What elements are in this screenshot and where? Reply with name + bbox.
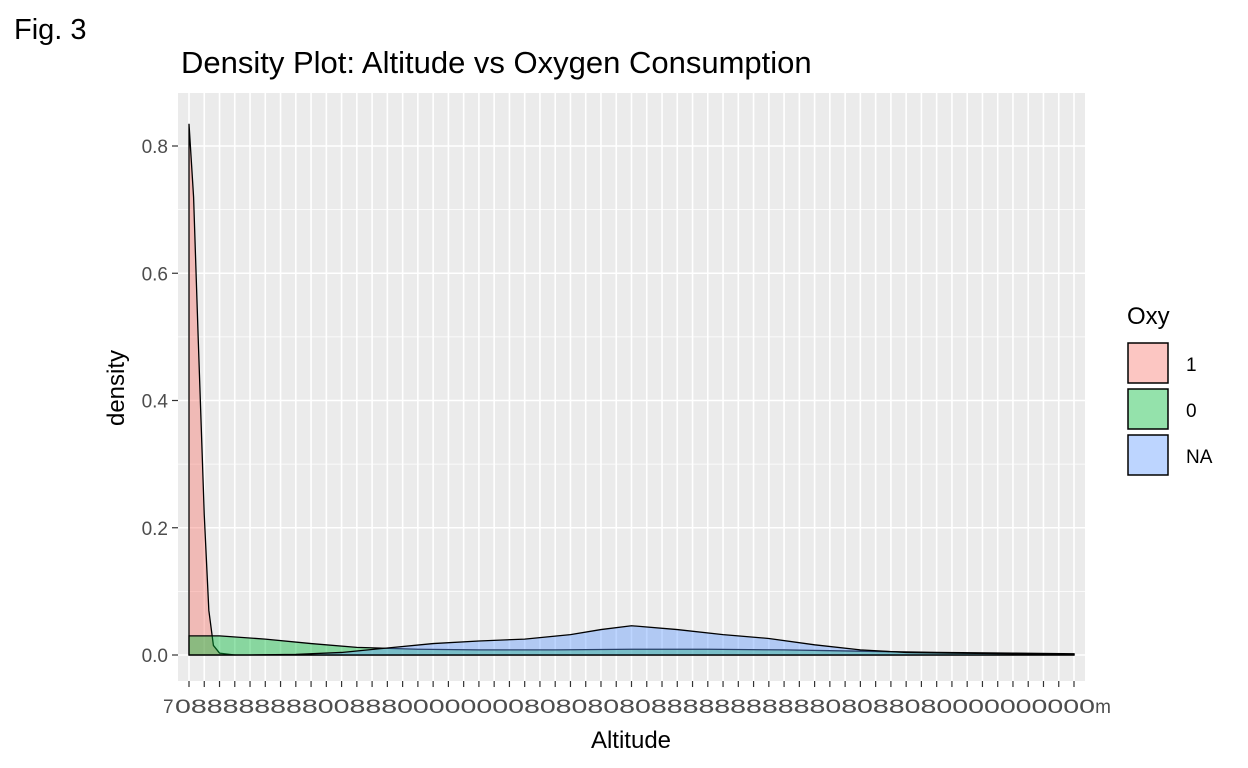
y-axis: 0.0 0.2 0.4 0.6 0.8: [142, 137, 178, 667]
x-axis: 7 m08888888800888000000008080808088888888…: [163, 681, 1111, 718]
legend-key-na: [1127, 434, 1169, 476]
legend: Oxy 1 0 NA: [1127, 303, 1213, 476]
legend-label-1: 1: [1186, 355, 1197, 376]
legend-key-bg: [1127, 388, 1169, 430]
legend-key-1: [1127, 342, 1169, 384]
legend-key-bg: [1127, 342, 1169, 384]
legend-label-na: NA: [1186, 447, 1213, 468]
x-tick-label-last: m: [1095, 697, 1111, 718]
figure-label: Fig. 3: [14, 14, 87, 46]
legend-label-0: 0: [1186, 401, 1197, 422]
y-tick-label: 0.4: [142, 392, 169, 413]
legend-title: Oxy: [1127, 303, 1170, 330]
y-tick-label: 0.0: [142, 646, 168, 667]
y-axis-title: density: [103, 350, 130, 426]
x-tick-label-first: 7: [163, 697, 174, 718]
legend-key-0: [1127, 388, 1169, 430]
density-area-na: [189, 625, 1075, 656]
y-tick-label: 0.8: [142, 137, 168, 158]
x-axis-title: Altitude: [591, 727, 671, 754]
density-areas: [188, 123, 1075, 656]
chart-title: Density Plot: Altitude vs Oxygen Consump…: [181, 45, 812, 80]
y-tick-label: 0.2: [142, 519, 168, 540]
grid-lines: [178, 93, 1085, 681]
x-tick-labels-overlap: 0888888880088800000000808080808888888888…: [175, 697, 1095, 718]
legend-key-bg: [1127, 434, 1169, 476]
y-tick-label: 0.6: [142, 264, 168, 285]
